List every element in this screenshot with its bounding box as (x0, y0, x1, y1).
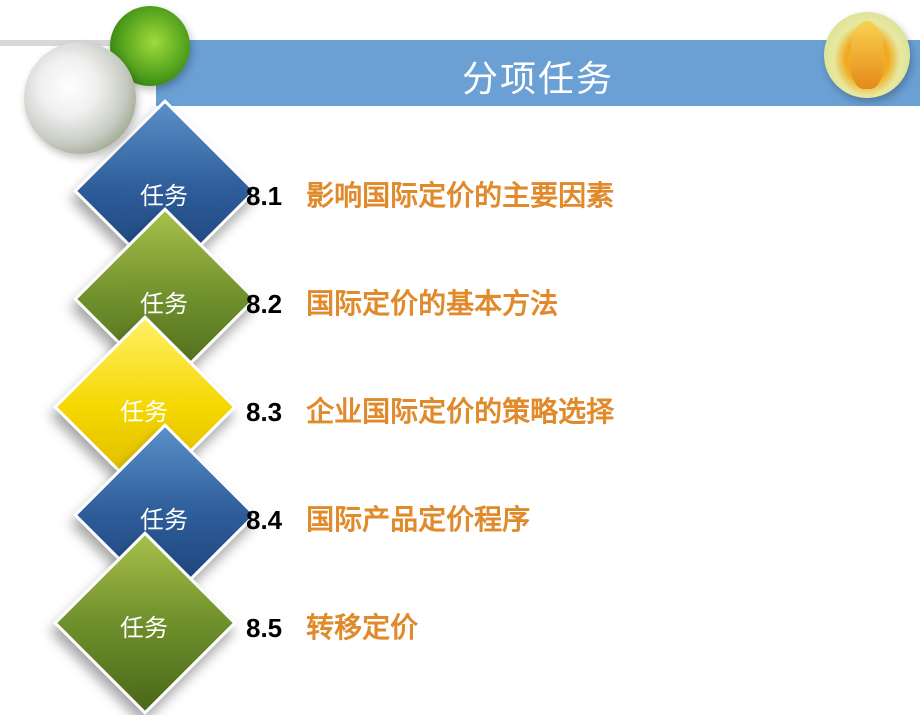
task-number: 8.4 (246, 505, 282, 536)
task-row: 任务8.1影响国际定价的主要因素 (0, 136, 920, 244)
task-title: 转移定价 (306, 606, 418, 646)
task-number: 8.1 (246, 181, 282, 212)
task-title: 国际定价的基本方法 (306, 282, 558, 322)
decoration-circle-dandelion (24, 42, 136, 154)
task-row: 任务8.5转移定价 (0, 568, 920, 676)
task-text: 8.1 影响国际定价的主要因素 (246, 174, 614, 214)
task-title: 影响国际定价的主要因素 (306, 174, 614, 214)
task-text: 8.4 国际产品定价程序 (246, 498, 530, 538)
task-number: 8.5 (246, 613, 282, 644)
decoration-circle-tulip (824, 12, 910, 98)
task-row: 任务8.3企业国际定价的策略选择 (0, 352, 920, 460)
task-text: 8.2 国际定价的基本方法 (246, 282, 558, 322)
task-title: 国际产品定价程序 (306, 498, 530, 538)
task-text: 8.5 转移定价 (246, 606, 418, 646)
page-title: 分项任务 (462, 50, 614, 102)
task-text: 8.3 企业国际定价的策略选择 (246, 390, 614, 430)
task-title: 企业国际定价的策略选择 (306, 390, 614, 430)
task-number: 8.2 (246, 289, 282, 320)
task-list: 任务8.1影响国际定价的主要因素任务8.2国际定价的基本方法任务8.3企业国际定… (0, 136, 920, 676)
title-bar: 分项任务 (156, 46, 920, 106)
task-number: 8.3 (246, 397, 282, 428)
